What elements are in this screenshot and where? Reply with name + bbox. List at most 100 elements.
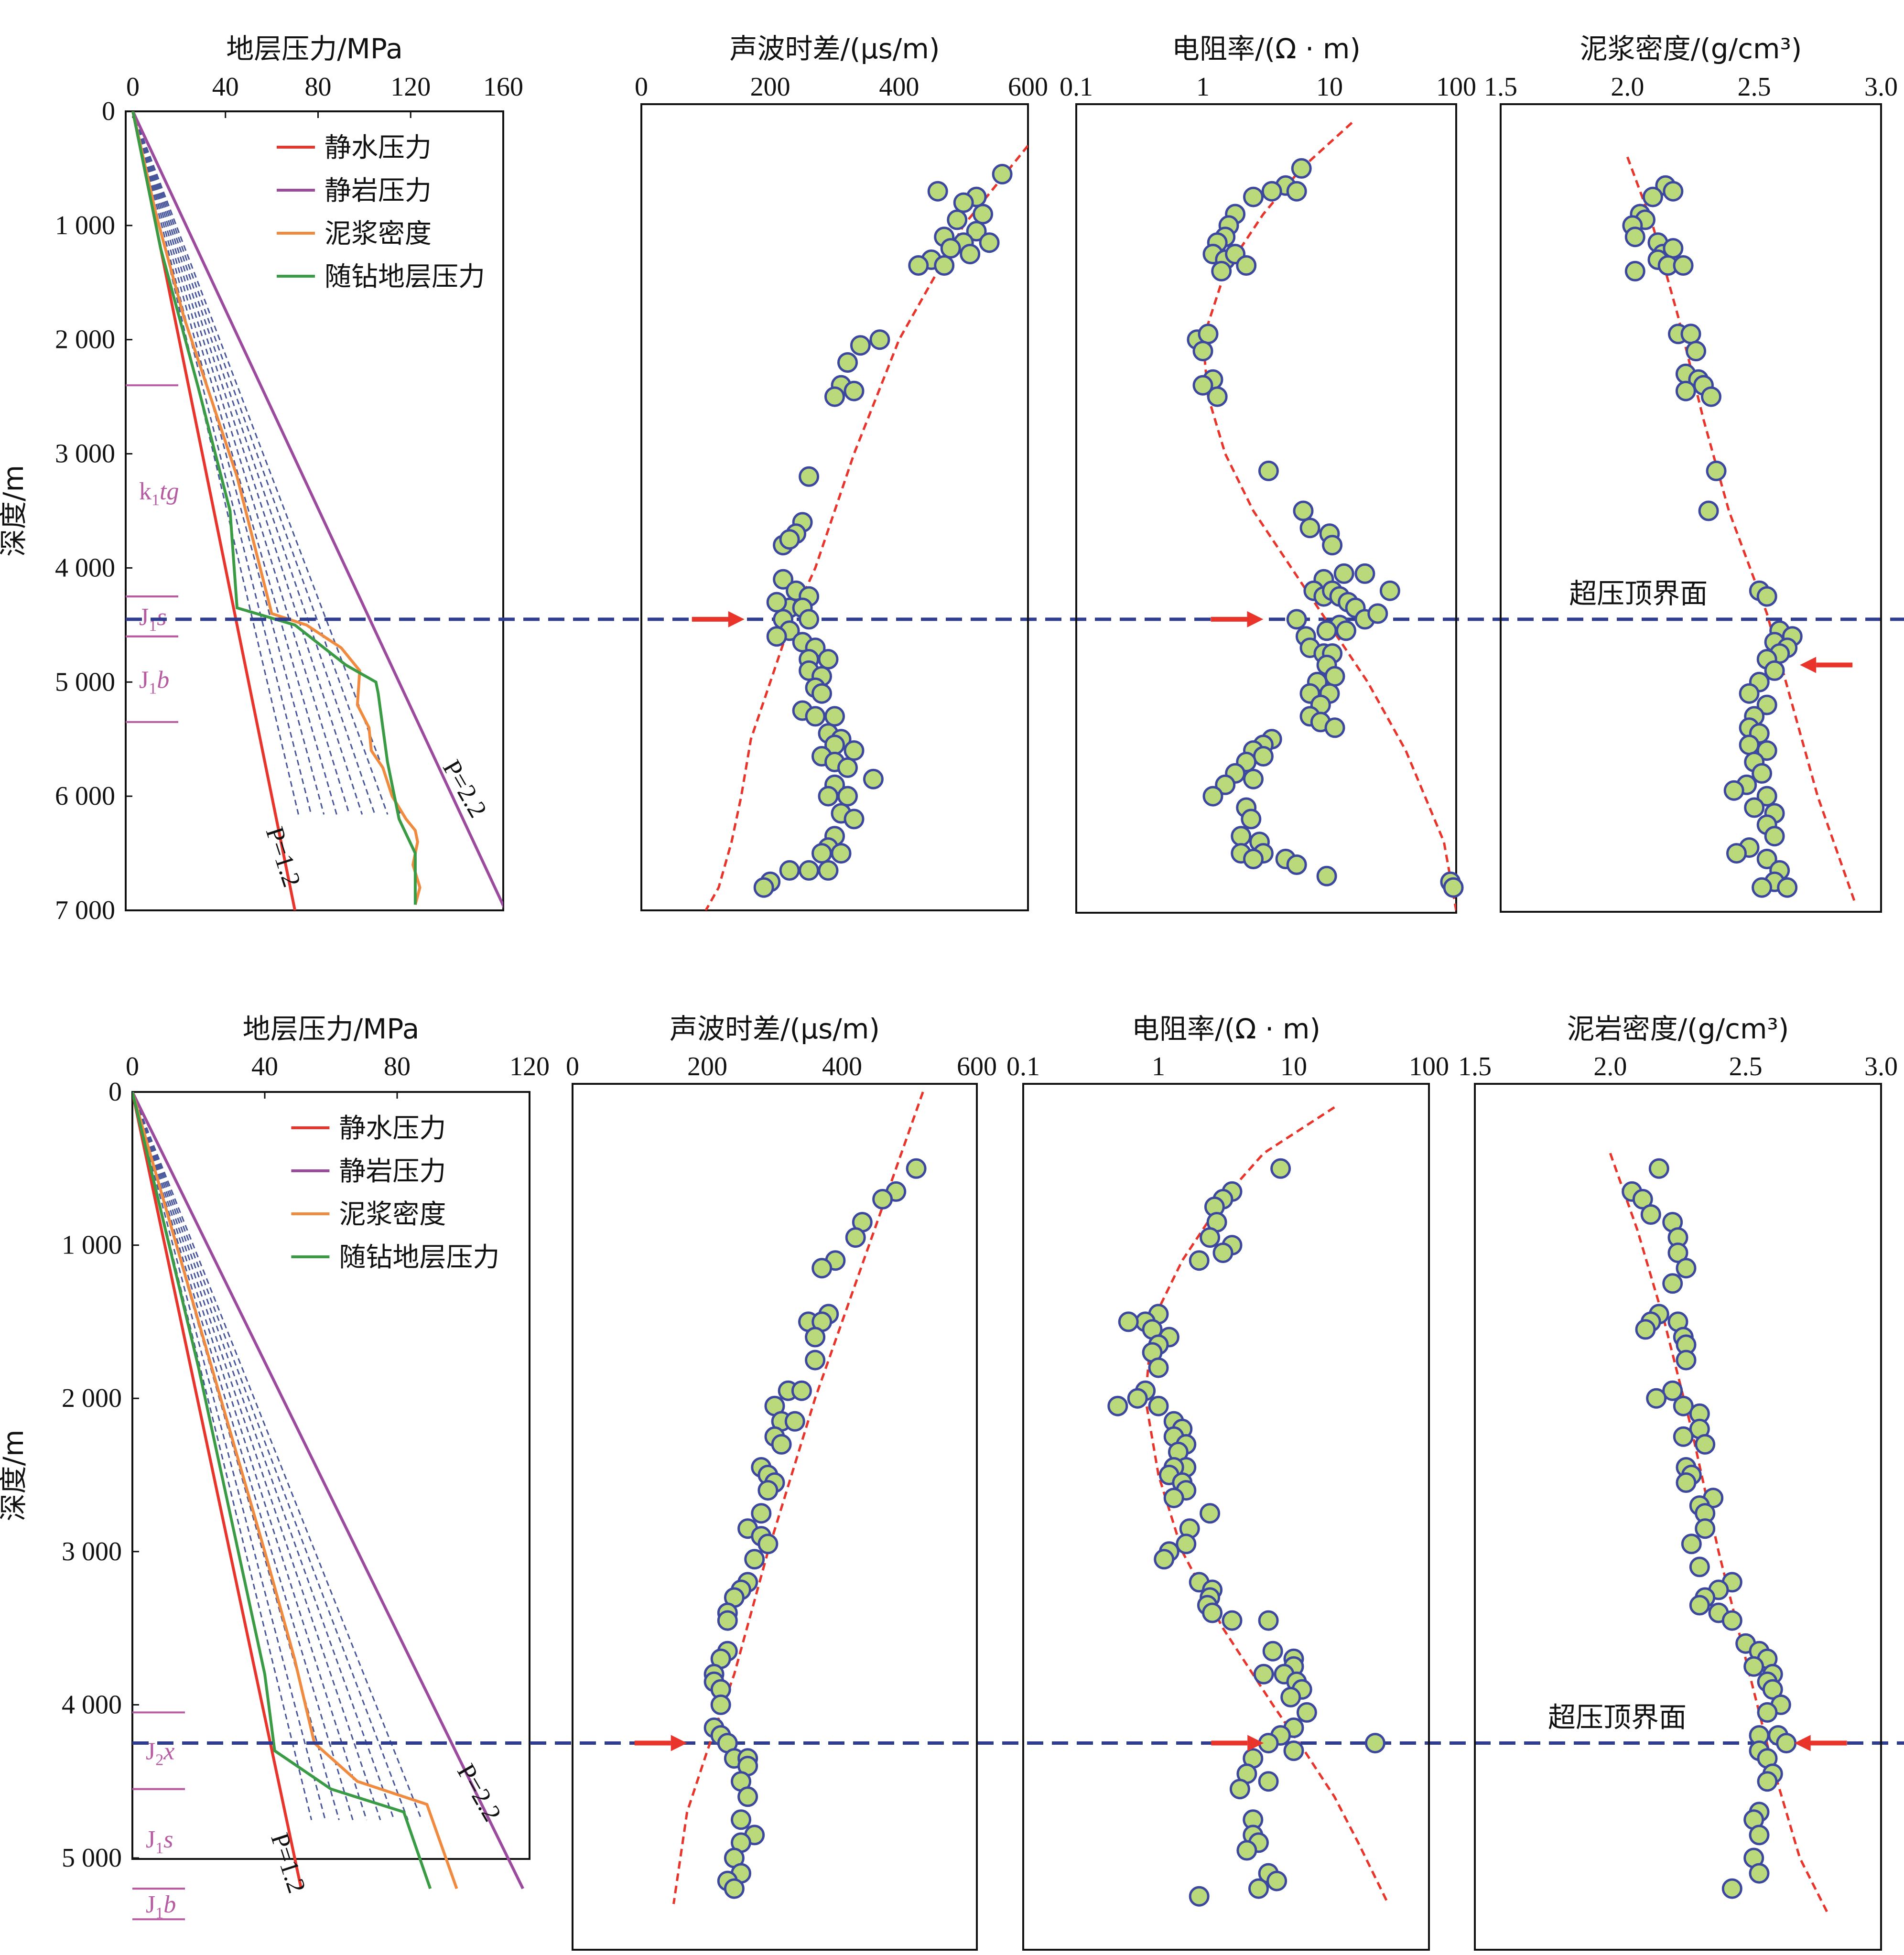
data-point (799, 860, 820, 881)
overburden-pressure-line (131, 111, 503, 909)
data-point (831, 843, 852, 864)
data-point (844, 809, 865, 830)
pressure-coefficient-line (132, 1092, 381, 1820)
hydrostatic-pressure-line (132, 1092, 303, 1889)
data-point (818, 786, 839, 807)
x-tick-label: 400 (822, 1052, 862, 1081)
legend-label: 静岩压力 (325, 175, 432, 206)
data-point (845, 1227, 866, 1248)
plot-area (131, 111, 503, 910)
data-point (1675, 380, 1696, 401)
data-point (1324, 717, 1345, 738)
trend-line (672, 1091, 924, 1904)
data-point (1211, 260, 1232, 281)
legend-label: 泥浆密度 (325, 218, 432, 249)
pressure-coefficient-line (132, 1092, 409, 1821)
data-point (1207, 386, 1228, 407)
x-tick-label: 1 (1152, 1052, 1165, 1081)
data-point (1154, 1549, 1175, 1570)
plot-frame (131, 1091, 530, 1860)
data-point (850, 335, 871, 356)
data-point (737, 1786, 758, 1807)
y-tick-label: 7 000 (55, 896, 115, 925)
legend-label: 静水压力 (339, 1113, 446, 1144)
data-point (1192, 341, 1213, 362)
data-point (1266, 1870, 1287, 1891)
data-point (1243, 849, 1264, 869)
data-point (1229, 1779, 1250, 1800)
data-point (1222, 1610, 1243, 1631)
formation-label: J1s (139, 604, 167, 635)
data-point (1286, 181, 1307, 202)
x-tick-label: 1.5 (1484, 72, 1517, 102)
legend-label: 静水压力 (325, 132, 432, 163)
data-point (1243, 768, 1264, 789)
data-point (1676, 1258, 1697, 1279)
y-axis-label: 深度/m (0, 1429, 30, 1521)
pressure-coefficient-line (132, 1092, 395, 1820)
data-point (1757, 1702, 1778, 1723)
pressure-coefficient-line (132, 1092, 326, 1820)
data-point (1322, 535, 1343, 556)
data-point (744, 1549, 765, 1570)
data-point (1202, 1602, 1223, 1623)
data-point (872, 1188, 893, 1210)
data-point (1316, 620, 1337, 641)
data-point (1354, 563, 1375, 584)
plot-frame (1022, 1083, 1430, 1951)
data-point (953, 192, 974, 213)
data-point (837, 352, 858, 373)
data-point (1286, 854, 1307, 875)
y-tick-label: 2 000 (55, 325, 115, 355)
data-point (1280, 1686, 1301, 1707)
y-axis-label: 深度/m (0, 465, 30, 557)
x-tick-label: 2.5 (1729, 1052, 1763, 1081)
data-point (1726, 843, 1747, 864)
data-point (1189, 1886, 1210, 1907)
plot-area (704, 145, 1028, 910)
data-point (1336, 620, 1356, 641)
formation-label: J1b (139, 666, 169, 697)
data-point (1676, 1350, 1697, 1371)
plot-frame (1500, 103, 1882, 913)
data-point (1764, 826, 1785, 847)
y-tick-label: 1 000 (62, 1231, 122, 1260)
data-point (1241, 809, 1262, 830)
data-point (1270, 1158, 1291, 1179)
data-point (1662, 1380, 1683, 1401)
data-point (753, 877, 774, 898)
data-point (757, 1534, 779, 1555)
p-label-low: P=1.2 (265, 1829, 312, 1896)
pressure-coefficient-line (132, 111, 363, 815)
data-point (1681, 1534, 1702, 1555)
data-point (1189, 1250, 1210, 1271)
data-point (818, 860, 839, 881)
x-tick-label: 0 (566, 1052, 579, 1081)
data-point (1776, 1733, 1797, 1754)
data-point (1200, 1503, 1221, 1524)
data-point (766, 626, 787, 647)
data-point (1662, 1273, 1683, 1294)
x-tick-label: 200 (750, 72, 790, 102)
panel-title: 地层压力/MPa (243, 1013, 420, 1045)
plot-area (1144, 1106, 1390, 1905)
x-tick-label: 0 (126, 72, 140, 102)
x-tick-label: 0 (635, 72, 648, 102)
y-tick-label: 4 000 (55, 553, 115, 583)
data-point (1296, 1702, 1317, 1723)
data-point (811, 1258, 833, 1279)
data-point (799, 609, 820, 630)
data-point (1253, 1663, 1274, 1685)
overpressure-note: 超压顶界面 (1548, 1701, 1687, 1734)
data-point (1367, 603, 1388, 624)
pressure-coefficient-line (132, 111, 401, 815)
data-point (1253, 746, 1274, 767)
data-point (1673, 1395, 1694, 1416)
data-point (1676, 1472, 1697, 1493)
panel-8: 泥岩密度/(g/cm³) 1.5 2.0 2.5 3.0 超压顶界面 (1458, 1013, 1898, 1951)
pressure-coefficient-line (132, 111, 350, 815)
data-point (906, 1158, 927, 1179)
data-point (1646, 1388, 1667, 1409)
data-point (1316, 865, 1337, 886)
